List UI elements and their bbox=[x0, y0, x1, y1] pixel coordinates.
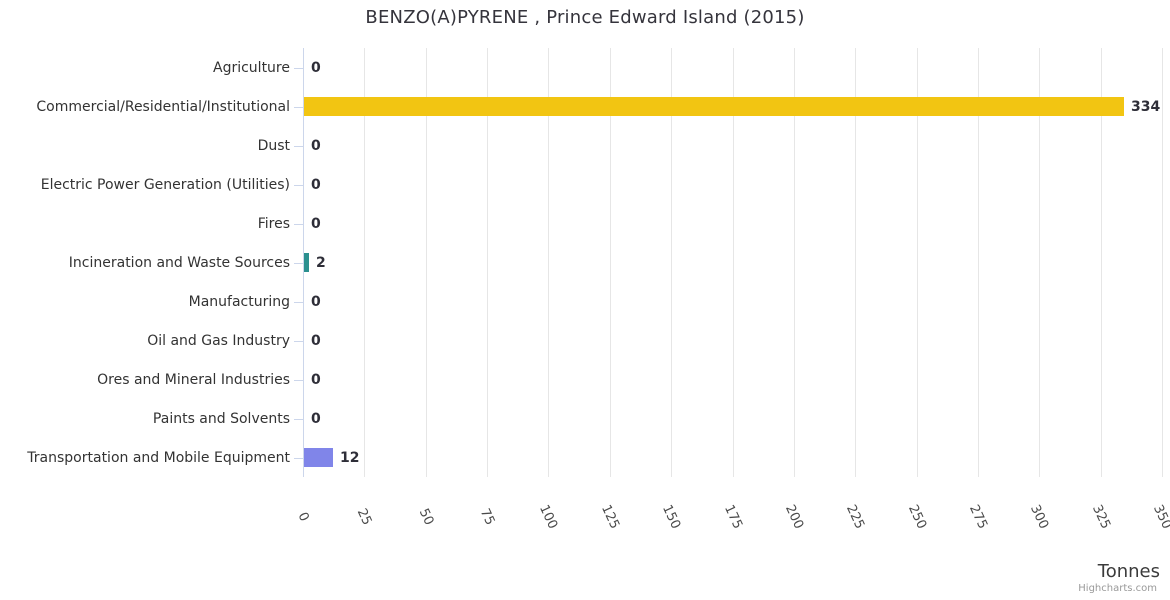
bar-value-label: 0 bbox=[311, 411, 321, 427]
gridline bbox=[426, 48, 427, 477]
x-tick-label: 300 bbox=[1026, 502, 1052, 532]
bar-value-label: 0 bbox=[311, 138, 321, 154]
bar[interactable] bbox=[304, 97, 1124, 116]
bar-value-label: 0 bbox=[311, 60, 321, 76]
gridline bbox=[978, 48, 979, 477]
bar-value-label: 0 bbox=[311, 177, 321, 193]
category-tick bbox=[294, 302, 303, 303]
x-tick-label: 225 bbox=[842, 502, 868, 532]
category-tick bbox=[294, 224, 303, 225]
category-tick bbox=[294, 68, 303, 69]
category-label: Agriculture bbox=[213, 60, 290, 76]
category-label: Ores and Mineral Industries bbox=[97, 372, 290, 388]
bar-value-label: 0 bbox=[311, 216, 321, 232]
gridline bbox=[364, 48, 365, 477]
category-label: Fires bbox=[257, 216, 290, 232]
gridline bbox=[855, 48, 856, 477]
bar-value-label: 0 bbox=[311, 333, 321, 349]
x-tick-label: 325 bbox=[1088, 502, 1114, 532]
x-tick-label: 0 bbox=[294, 510, 312, 524]
bar[interactable] bbox=[304, 253, 309, 272]
gridline bbox=[917, 48, 918, 477]
chart-title: BENZO(A)PYRENE , Prince Edward Island (2… bbox=[365, 7, 805, 28]
bar-value-label: 0 bbox=[311, 372, 321, 388]
x-tick-label: 350 bbox=[1149, 502, 1170, 532]
category-label: Manufacturing bbox=[188, 294, 290, 310]
category-label: Incineration and Waste Sources bbox=[68, 255, 290, 271]
category-tick bbox=[294, 419, 303, 420]
bar-value-label: 334 bbox=[1131, 99, 1161, 115]
gridline bbox=[487, 48, 488, 477]
category-tick bbox=[294, 263, 303, 264]
x-tick-label: 175 bbox=[720, 502, 746, 532]
gridline bbox=[1162, 48, 1163, 477]
category-tick bbox=[294, 458, 303, 459]
category-label: Electric Power Generation (Utilities) bbox=[40, 177, 290, 193]
gridline bbox=[1101, 48, 1102, 477]
category-tick bbox=[294, 107, 303, 108]
gridline bbox=[1039, 48, 1040, 477]
x-tick-label: 100 bbox=[535, 502, 561, 532]
highcharts-credit-link[interactable]: Highcharts.com bbox=[1078, 583, 1157, 594]
x-tick-label: 125 bbox=[597, 502, 623, 532]
bar-value-label: 0 bbox=[311, 294, 321, 310]
x-tick-label: 275 bbox=[965, 502, 991, 532]
x-tick-label: 150 bbox=[658, 502, 684, 532]
category-tick bbox=[294, 341, 303, 342]
category-tick bbox=[294, 185, 303, 186]
category-tick bbox=[294, 380, 303, 381]
category-label: Commercial/Residential/Institutional bbox=[36, 99, 290, 115]
x-tick-label: 200 bbox=[781, 502, 807, 532]
bar-value-label: 2 bbox=[316, 255, 326, 271]
x-tick-label: 75 bbox=[476, 506, 498, 528]
gridline bbox=[794, 48, 795, 477]
gridline bbox=[548, 48, 549, 477]
x-axis-title: Tonnes bbox=[1097, 561, 1160, 582]
gridline bbox=[610, 48, 611, 477]
bar-value-label: 12 bbox=[340, 450, 360, 466]
x-tick-label: 250 bbox=[904, 502, 930, 532]
bar[interactable] bbox=[304, 448, 333, 467]
gridline bbox=[671, 48, 672, 477]
y-axis-line bbox=[303, 48, 304, 477]
x-tick-label: 50 bbox=[415, 506, 437, 528]
gridline bbox=[733, 48, 734, 477]
category-label: Paints and Solvents bbox=[152, 411, 290, 427]
category-label: Dust bbox=[257, 138, 290, 154]
category-label: Oil and Gas Industry bbox=[147, 333, 290, 349]
category-label: Transportation and Mobile Equipment bbox=[27, 450, 290, 466]
x-tick-label: 25 bbox=[353, 506, 375, 528]
category-tick bbox=[294, 146, 303, 147]
